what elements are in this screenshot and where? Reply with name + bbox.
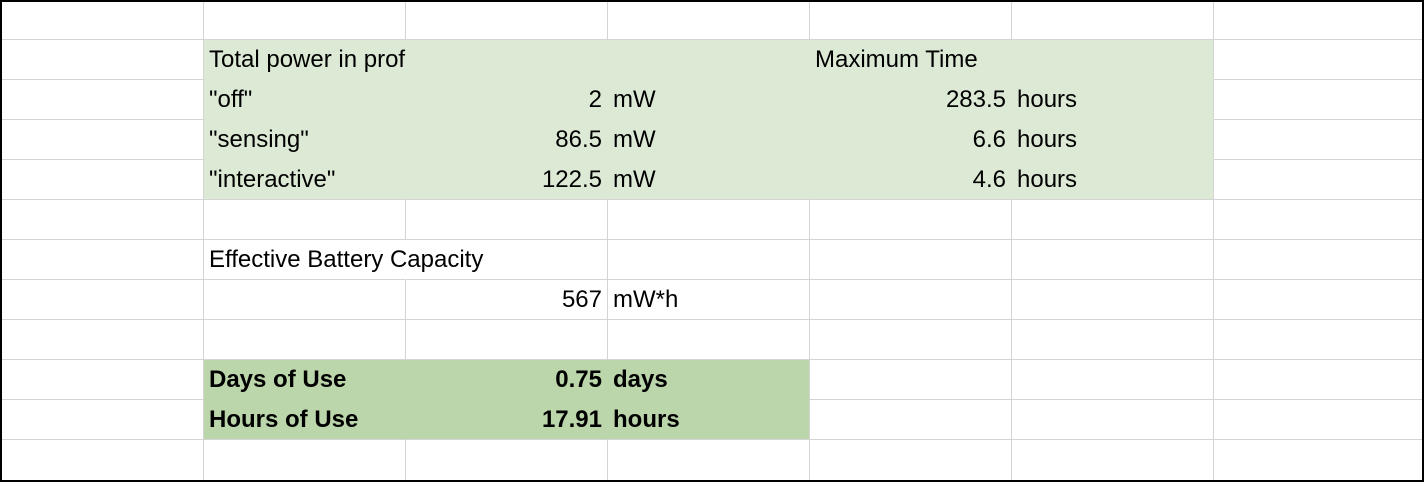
cell-F2[interactable] — [1012, 40, 1214, 80]
cell-G4[interactable] — [1214, 120, 1422, 160]
cell-E9[interactable] — [810, 320, 1012, 360]
cell-B8[interactable] — [204, 280, 406, 320]
cell-A7[interactable] — [2, 240, 204, 280]
cell-E11[interactable] — [810, 400, 1012, 440]
cell-A9[interactable] — [2, 320, 204, 360]
time-unit-interactive[interactable]: hours — [1012, 160, 1214, 200]
power-table-title-cell[interactable]: Total power in profile (mw) — [204, 40, 489, 80]
cell-C1[interactable] — [406, 2, 608, 40]
cell-C6[interactable] — [406, 200, 608, 240]
cell-A8[interactable] — [2, 280, 204, 320]
cell-A1[interactable] — [2, 2, 204, 40]
cell-G10[interactable] — [1214, 360, 1422, 400]
cell-D1[interactable] — [608, 2, 810, 40]
cell-E12[interactable] — [810, 440, 1012, 480]
cell-G2[interactable] — [1214, 40, 1422, 80]
cell-B1[interactable] — [204, 2, 406, 40]
power-value-interactive[interactable]: 122.5 — [406, 160, 608, 200]
cell-D9[interactable] — [608, 320, 810, 360]
cell-B9[interactable] — [204, 320, 406, 360]
profile-label-interactive[interactable]: "interactive" — [204, 160, 406, 200]
cell-C9[interactable] — [406, 320, 608, 360]
power-unit-off[interactable]: mW — [608, 80, 810, 120]
cell-E6[interactable] — [810, 200, 1012, 240]
cell-A5[interactable] — [2, 160, 204, 200]
cell-D12[interactable] — [608, 440, 810, 480]
power-value-off[interactable]: 2 — [406, 80, 608, 120]
cell-G7[interactable] — [1214, 240, 1422, 280]
cell-A12[interactable] — [2, 440, 204, 480]
cell-G5[interactable] — [1214, 160, 1422, 200]
cell-F1[interactable] — [1012, 2, 1214, 40]
cell-F12[interactable] — [1012, 440, 1214, 480]
cell-F9[interactable] — [1012, 320, 1214, 360]
hours-of-use-label[interactable]: Hours of Use — [204, 400, 406, 440]
cell-F11[interactable] — [1012, 400, 1214, 440]
cell-A11[interactable] — [2, 400, 204, 440]
battery-value[interactable]: 567 — [406, 280, 608, 320]
days-of-use-value[interactable]: 0.75 — [406, 360, 608, 400]
cell-A4[interactable] — [2, 120, 204, 160]
cell-C7[interactable] — [406, 240, 608, 280]
cell-E8[interactable] — [810, 280, 1012, 320]
days-of-use-unit[interactable]: days — [608, 360, 810, 400]
hours-of-use-unit[interactable]: hours — [608, 400, 810, 440]
cell-D6[interactable] — [608, 200, 810, 240]
power-unit-interactive[interactable]: mW — [608, 160, 810, 200]
cell-C12[interactable] — [406, 440, 608, 480]
power-unit-sensing[interactable]: mW — [608, 120, 810, 160]
time-value-interactive[interactable]: 4.6 — [810, 160, 1012, 200]
cell-F7[interactable] — [1012, 240, 1214, 280]
max-time-title: Maximum Time — [815, 46, 978, 73]
power-value-sensing[interactable]: 86.5 — [406, 120, 608, 160]
max-time-title-cell[interactable]: Maximum Time — [810, 40, 1012, 80]
cell-G3[interactable] — [1214, 80, 1422, 120]
cell-G11[interactable] — [1214, 400, 1422, 440]
cell-G9[interactable] — [1214, 320, 1422, 360]
cell-G1[interactable] — [1214, 2, 1422, 40]
cell-F8[interactable] — [1012, 280, 1214, 320]
battery-title: Effective Battery Capacity — [209, 246, 484, 273]
cell-D7[interactable] — [608, 240, 810, 280]
profile-label-off[interactable]: "off" — [204, 80, 406, 120]
cell-E10[interactable] — [810, 360, 1012, 400]
cell-E1[interactable] — [810, 2, 1012, 40]
cell-D2[interactable] — [608, 40, 810, 80]
cell-A6[interactable] — [2, 200, 204, 240]
hours-of-use-value[interactable]: 17.91 — [406, 400, 608, 440]
time-unit-off[interactable]: hours — [1012, 80, 1214, 120]
days-of-use-label[interactable]: Days of Use — [204, 360, 406, 400]
cell-A10[interactable] — [2, 360, 204, 400]
time-value-off[interactable]: 283.5 — [810, 80, 1012, 120]
cell-A2[interactable] — [2, 40, 204, 80]
time-value-sensing[interactable]: 6.6 — [810, 120, 1012, 160]
cell-A3[interactable] — [2, 80, 204, 120]
cell-B6[interactable] — [204, 200, 406, 240]
cell-F10[interactable] — [1012, 360, 1214, 400]
battery-unit[interactable]: mW*h — [608, 280, 810, 320]
cell-B12[interactable] — [204, 440, 406, 480]
cell-F6[interactable] — [1012, 200, 1214, 240]
cell-G8[interactable] — [1214, 280, 1422, 320]
profile-label-sensing[interactable]: "sensing" — [204, 120, 406, 160]
time-unit-sensing[interactable]: hours — [1012, 120, 1214, 160]
battery-title-cell[interactable]: Effective Battery Capacity — [204, 240, 483, 280]
cell-E7[interactable] — [810, 240, 1012, 280]
cell-C2[interactable] — [406, 40, 608, 80]
cell-G12[interactable] — [1214, 440, 1422, 480]
cell-G6[interactable] — [1214, 200, 1422, 240]
